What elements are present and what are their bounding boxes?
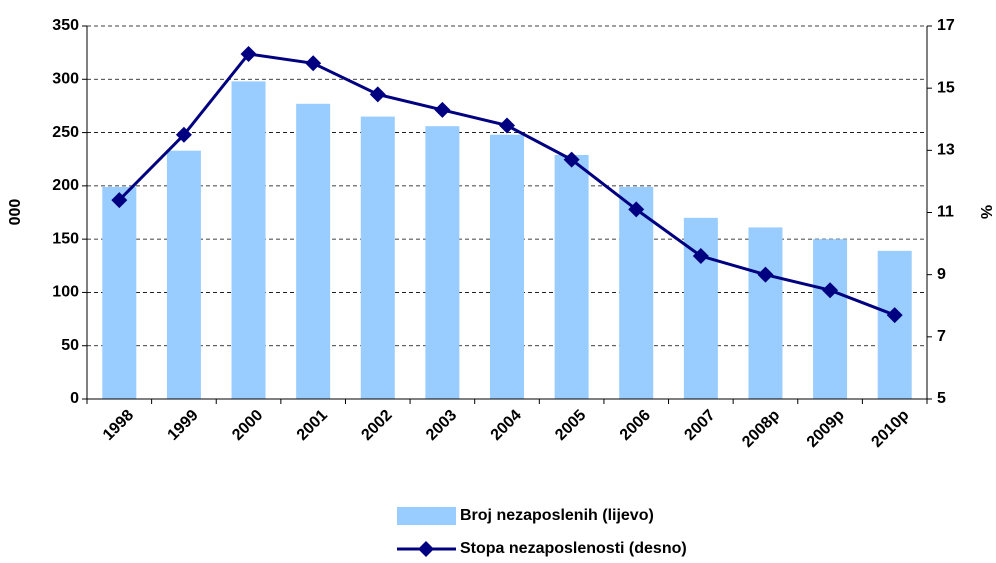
y-tick-label: 300 — [52, 71, 79, 88]
y2-tick-label: 9 — [937, 266, 946, 283]
line-marker — [628, 201, 645, 218]
legend-label: Broj nezaposlenih (lijevo) — [460, 507, 654, 524]
x-tick-label: 2009p — [804, 407, 848, 451]
y-tick-label: 350 — [52, 17, 79, 34]
x-tick-label: 2008p — [739, 407, 783, 451]
bar — [554, 154, 589, 399]
bar — [425, 126, 460, 400]
y-tick-label: 100 — [52, 284, 79, 301]
line-marker — [886, 307, 903, 324]
bar — [813, 239, 848, 399]
x-tick-label: 2005 — [552, 407, 589, 444]
y2-axis-label: % — [977, 205, 994, 219]
y-tick-label: 0 — [70, 390, 79, 407]
bar — [166, 150, 201, 399]
bar — [490, 134, 524, 399]
line-marker — [111, 192, 128, 209]
bar — [231, 81, 266, 399]
line-marker — [822, 282, 839, 299]
bar — [683, 217, 718, 399]
y2-tick-label: 13 — [937, 142, 955, 159]
bar — [619, 186, 654, 399]
y-axis-label: 000 — [7, 199, 24, 226]
x-tick-label: 1998 — [100, 407, 137, 444]
x-tick-label: 2000 — [229, 407, 266, 444]
y2-tick-label: 5 — [937, 390, 946, 407]
line-marker — [563, 151, 580, 168]
line-marker — [175, 126, 192, 143]
line-marker — [240, 45, 257, 62]
line-marker — [369, 86, 386, 103]
bar — [877, 250, 912, 399]
legend-swatch — [397, 507, 456, 525]
x-tick-label: 2002 — [358, 407, 395, 444]
line-marker — [434, 101, 451, 118]
bar — [102, 186, 137, 399]
y2-tick-label: 15 — [937, 79, 955, 96]
bar — [360, 116, 395, 399]
y-tick-label: 200 — [52, 177, 79, 194]
line-marker — [499, 117, 515, 134]
x-tick-label: 2001 — [294, 407, 331, 444]
legend-label: Stopa nezaposlenosti (desno) — [460, 540, 687, 557]
x-tick-label: 2006 — [617, 407, 654, 444]
line-marker — [305, 55, 322, 72]
y2-tick-label: 7 — [937, 328, 946, 345]
line-marker — [757, 266, 774, 283]
y2-tick-label: 11 — [937, 204, 954, 221]
x-tick-label: 2010p — [868, 407, 912, 451]
y-tick-label: 50 — [61, 337, 79, 354]
x-tick-label: 2007 — [681, 407, 718, 444]
line-marker — [692, 248, 709, 265]
bar — [748, 227, 783, 399]
bar — [296, 103, 331, 399]
y-tick-label: 150 — [52, 230, 79, 247]
y2-tick-label: 17 — [937, 17, 955, 34]
y-tick-label: 250 — [52, 124, 79, 141]
x-tick-label: 2003 — [423, 407, 460, 444]
line-marker — [418, 541, 434, 557]
x-tick-label: 1999 — [165, 407, 202, 444]
x-tick-label: 2004 — [488, 407, 525, 444]
